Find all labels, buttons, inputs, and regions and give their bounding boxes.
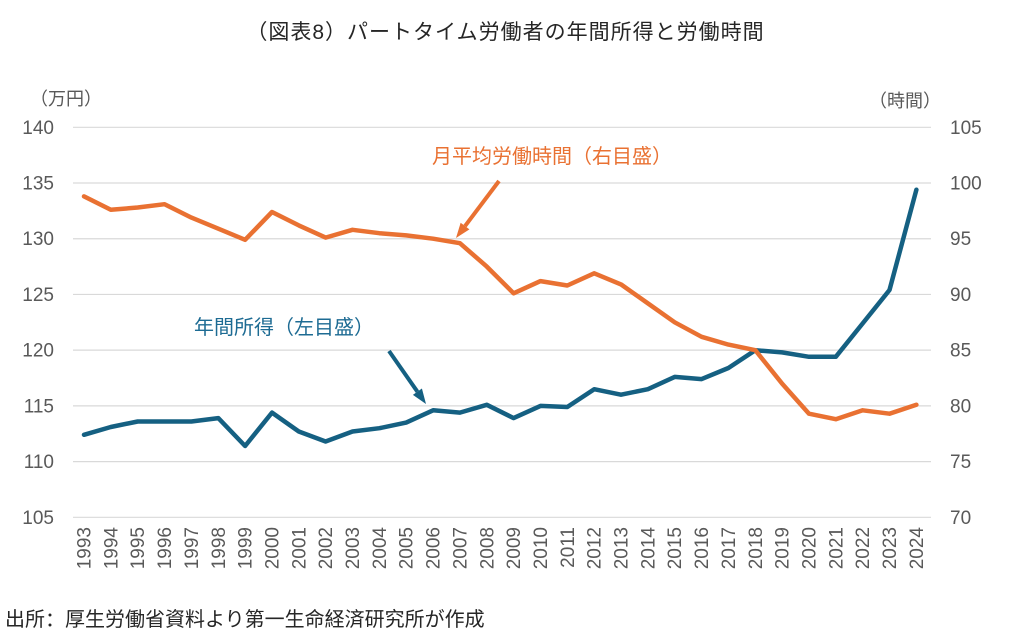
x-axis-tick-label: 1995 <box>128 527 149 569</box>
x-axis-tick-label: 2019 <box>773 527 794 569</box>
hours-series-label: 月平均労働時間（右目盛） <box>432 146 672 168</box>
x-axis-tick-label: 2020 <box>799 527 820 569</box>
chart-title: （図表8）パートタイム労働者の年間所得と労働時間 <box>246 21 765 44</box>
x-axis-tick-label: 2009 <box>504 527 525 569</box>
right-axis-tick-label: 100 <box>950 174 982 195</box>
x-axis-tick-label: 1999 <box>236 527 257 569</box>
left-axis-tick-label: 105 <box>22 508 54 529</box>
x-axis-tick-label: 2017 <box>719 527 740 569</box>
x-axis-tick-label: 2002 <box>316 527 337 569</box>
income-annotation-arrow <box>387 349 420 393</box>
x-axis-tick-label: 2012 <box>585 527 606 569</box>
x-axis-tick-label: 2007 <box>450 527 471 569</box>
right-axis-tick-label: 90 <box>950 285 971 306</box>
x-axis-tick-label: 2004 <box>370 527 391 570</box>
x-axis-tick-label: 2008 <box>477 527 498 569</box>
left-axis-tick-label: 120 <box>22 341 54 362</box>
income-series-label: 年間所得（左目盛） <box>194 317 374 339</box>
right-axis-tick-label: 80 <box>950 396 971 417</box>
hours-annotation-arrow-head <box>456 222 470 238</box>
x-axis-tick-label: 2022 <box>853 527 874 569</box>
x-axis-tick-label: 2015 <box>665 527 686 569</box>
left-axis-tick-label: 135 <box>22 174 54 195</box>
income-series-line <box>81 187 919 449</box>
x-axis-tick-label: 2003 <box>343 527 364 569</box>
left-axis-tick-label: 125 <box>22 285 54 306</box>
x-axis-tick-label: 1994 <box>101 527 122 570</box>
x-axis-tick-label: 2024 <box>907 527 928 570</box>
x-axis-tick-label: 1993 <box>75 527 96 569</box>
left-axis-tick-label: 110 <box>24 452 54 473</box>
x-axis-tick-label: 2023 <box>880 527 901 569</box>
left-axis-tick-label: 115 <box>24 396 54 417</box>
right-axis-tick-label: 85 <box>950 341 971 362</box>
right-axis-tick-label: 95 <box>950 229 971 250</box>
x-axis-tick-label: 2010 <box>531 527 552 569</box>
left-axis-tick-label: 140 <box>22 118 54 139</box>
x-axis-tick-label: 2016 <box>692 527 713 569</box>
income-annotation-arrow-head <box>412 388 426 404</box>
hours-annotation-arrow <box>463 179 501 228</box>
x-axis-tick-label: 2013 <box>612 527 633 569</box>
x-axis-tick-label: 1998 <box>209 527 230 569</box>
right-axis-tick-label: 75 <box>950 452 971 473</box>
x-axis-tick-label: 2006 <box>424 527 445 569</box>
x-axis-tick-label: 1997 <box>182 527 203 569</box>
right-axis-unit-label: （時間） <box>869 91 941 111</box>
right-axis-tick-label: 105 <box>950 118 982 139</box>
x-axis-tick-label: 2014 <box>638 527 659 570</box>
x-axis-tick-label: 2021 <box>826 527 847 569</box>
source-note: 出所：厚生労働省資料より第一生命経済研究所が作成 <box>5 609 485 631</box>
x-axis-tick-label: 1996 <box>155 527 176 569</box>
hours-series-line <box>81 194 919 422</box>
x-axis-tick-label: 2000 <box>262 527 283 569</box>
x-axis-tick-label: 2011 <box>558 527 579 568</box>
x-axis-tick-label: 2005 <box>397 527 418 569</box>
left-axis-unit-label: （万円） <box>30 89 102 109</box>
left-axis-tick-label: 130 <box>22 229 54 250</box>
right-axis-tick-label: 70 <box>950 508 971 529</box>
x-axis-tick-label: 2001 <box>289 527 310 569</box>
x-axis-tick-label: 2018 <box>746 527 767 569</box>
